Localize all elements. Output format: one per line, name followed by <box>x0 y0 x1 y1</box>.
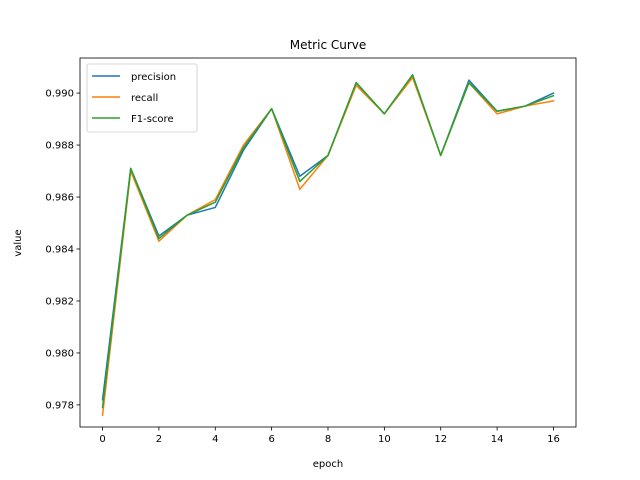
x-tick-label: 0 <box>99 434 105 445</box>
y-tick-label: 0.984 <box>45 244 74 255</box>
chart-title: Metric Curve <box>290 38 367 52</box>
legend-label: F1-score <box>131 114 174 125</box>
x-tick-label: 2 <box>156 434 162 445</box>
legend-label: recall <box>131 93 158 104</box>
x-axis-label: epoch <box>313 459 343 470</box>
y-tick-label: 0.978 <box>45 400 74 411</box>
y-tick-label: 0.980 <box>45 348 74 359</box>
x-axis-ticks: 0 2 4 6 8 10 12 14 16 <box>99 427 560 445</box>
legend-label: precision <box>131 72 176 83</box>
x-tick-label: 16 <box>547 434 560 445</box>
x-tick-label: 4 <box>212 434 218 445</box>
y-tick-label: 0.982 <box>45 296 74 307</box>
x-tick-label: 10 <box>378 434 391 445</box>
series-lines <box>101 74 555 417</box>
legend-box <box>86 63 198 133</box>
chart-legend: precision recall F1-score <box>86 63 198 133</box>
x-tick-label: 8 <box>325 434 331 445</box>
series-line-f1-score <box>101 74 555 409</box>
x-tick-label: 6 <box>268 434 274 445</box>
y-axis-ticks: 0.978 0.980 0.982 0.984 0.986 0.988 0.990 <box>45 89 80 411</box>
y-tick-label: 0.990 <box>45 89 74 100</box>
y-tick-label: 0.986 <box>45 193 74 204</box>
y-axis-label: value <box>13 229 24 256</box>
x-tick-label: 12 <box>434 434 447 445</box>
x-tick-label: 14 <box>491 434 504 445</box>
y-tick-label: 0.988 <box>45 141 74 152</box>
